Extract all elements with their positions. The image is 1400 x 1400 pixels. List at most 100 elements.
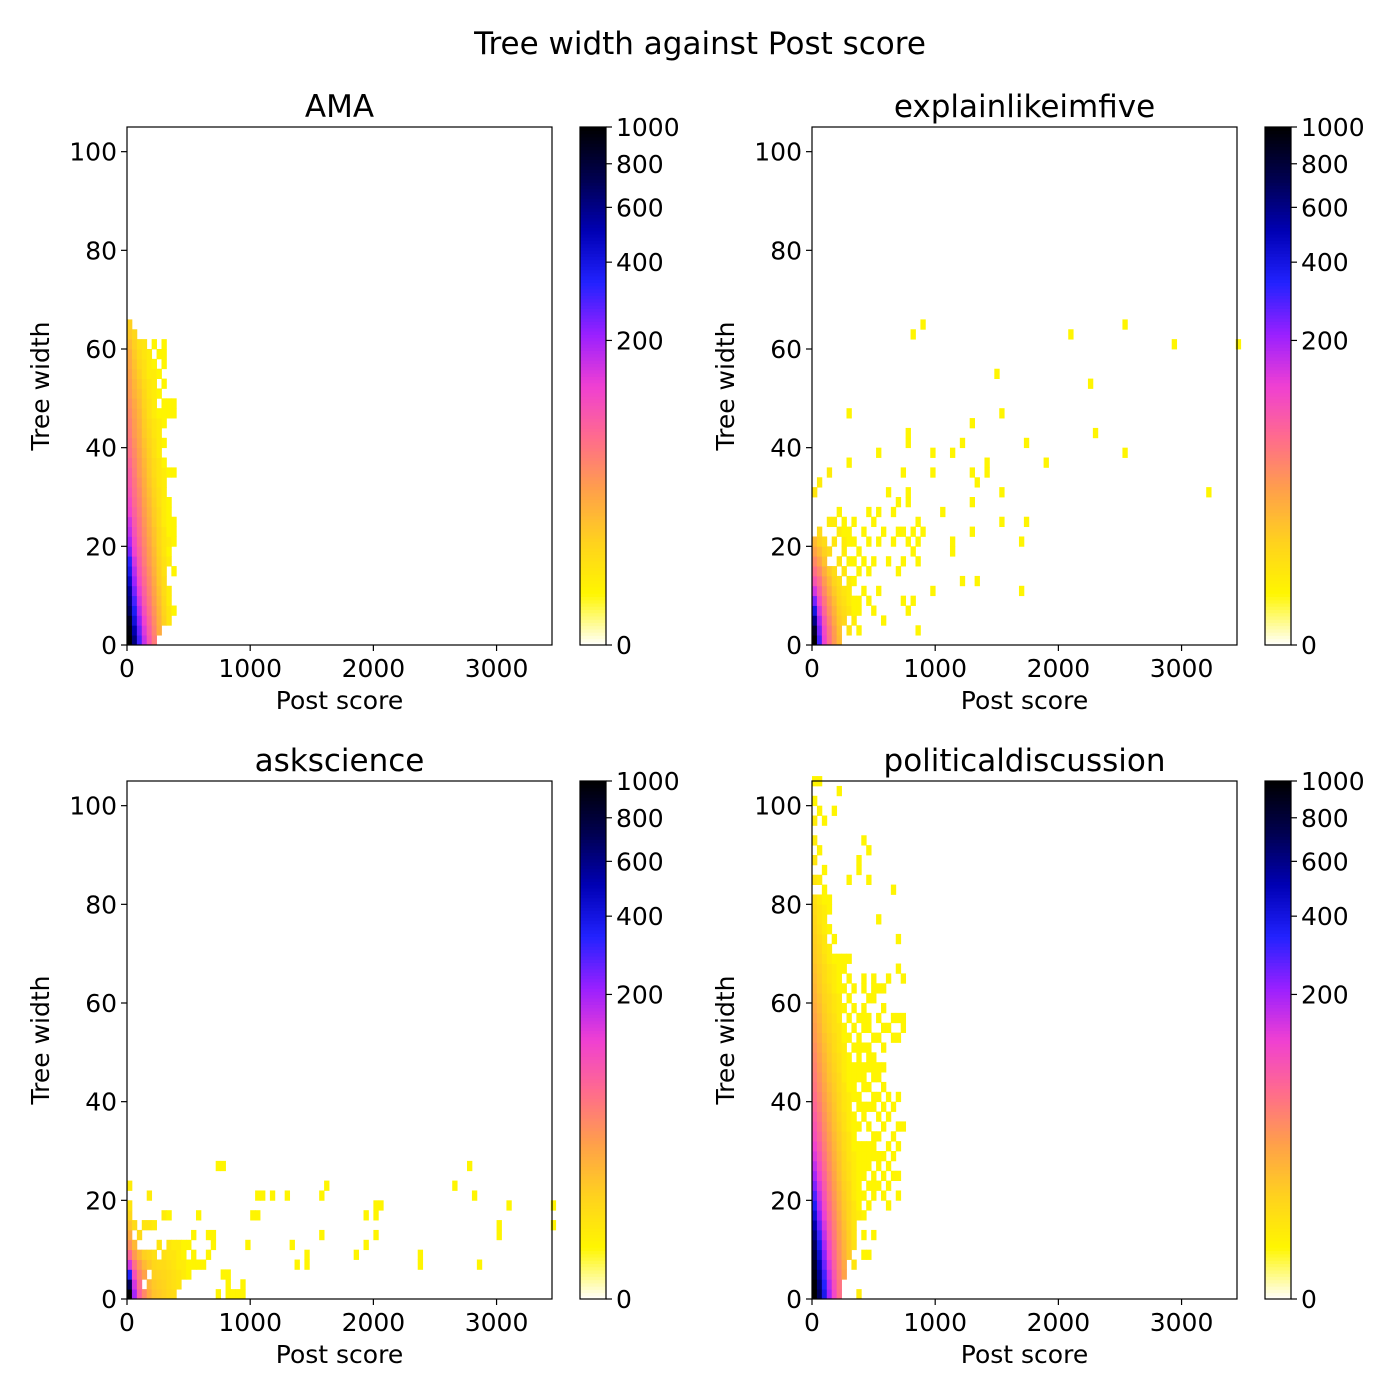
heatmap-cell <box>861 1141 867 1152</box>
heatmap-cell <box>876 1111 882 1122</box>
x-axis-label: Post score <box>276 1340 403 1369</box>
colorbar-segment <box>1265 515 1291 520</box>
colorbar-segment <box>1265 1140 1291 1145</box>
colorbar-segment <box>1265 894 1291 899</box>
colorbar-segment <box>1265 343 1291 348</box>
plot-frame <box>126 126 553 646</box>
colorbar-segment <box>1265 198 1291 203</box>
colorbar-segment <box>1265 211 1291 216</box>
heatmap-cell <box>821 933 828 945</box>
colorbar-segment <box>580 949 606 954</box>
colorbar-segment <box>1265 1240 1291 1245</box>
heatmap-cell <box>131 427 138 439</box>
x-tick-label: 0 <box>804 1308 820 1337</box>
heatmap-cell <box>880 615 887 626</box>
heatmap-cell <box>821 1259 828 1270</box>
heatmap-cell <box>831 516 838 527</box>
colorbar-segment <box>580 926 606 931</box>
colorbar-segment <box>580 848 606 853</box>
heatmap-cell <box>161 566 167 577</box>
heatmap-cell <box>812 924 818 935</box>
colorbar-segment <box>580 207 606 212</box>
colorbar-segment <box>580 363 606 368</box>
colorbar-segment <box>580 340 606 345</box>
heatmap-cell <box>127 388 133 399</box>
heatmap-cell <box>812 933 818 945</box>
heatmap-cell <box>131 1220 138 1231</box>
heatmap-cell <box>220 1160 226 1172</box>
colorbar-segment <box>580 149 606 154</box>
heatmap-cell <box>880 1121 887 1132</box>
heatmap-cell <box>895 933 902 945</box>
colorbar-segment <box>580 1072 606 1077</box>
heatmap-cell <box>812 1269 818 1280</box>
heatmap-cell <box>812 1151 818 1162</box>
heatmap-cell <box>831 566 838 577</box>
heatmap-cell <box>831 1121 838 1132</box>
heatmap-cell <box>836 526 842 537</box>
colorbar-segment <box>1265 136 1291 141</box>
heatmap-cell <box>836 993 842 1004</box>
colorbar-segment <box>1265 318 1291 322</box>
colorbar-segment <box>580 311 606 316</box>
colorbar-segment <box>580 1065 606 1070</box>
heatmap-cell <box>841 1200 847 1211</box>
heatmap-cell <box>156 1279 162 1290</box>
colorbar-segment <box>580 531 606 536</box>
heatmap-cell <box>826 605 833 616</box>
heatmap-cell <box>812 615 818 626</box>
y-tick-label: 20 <box>85 1186 117 1215</box>
heatmap-cell <box>171 1249 177 1260</box>
heatmap-cell <box>821 1151 828 1162</box>
heatmap-cell <box>151 1289 157 1300</box>
y-tick-label: 60 <box>770 335 802 364</box>
colorbar-segment <box>1265 816 1291 821</box>
heatmap-cell <box>131 585 138 597</box>
heatmap-cell <box>910 329 916 340</box>
colorbar-tick-label: 800 <box>616 804 664 833</box>
heatmap-cell <box>831 1170 838 1181</box>
heatmap-cell <box>816 1180 823 1191</box>
heatmap-cell <box>136 1269 143 1280</box>
colorbar-segment <box>580 518 606 523</box>
heatmap-cell <box>836 1239 842 1251</box>
colorbar-segment <box>580 330 606 335</box>
colorbar-segment <box>580 165 606 170</box>
colorbar-segment <box>1265 1273 1291 1277</box>
colorbar-segment <box>580 1133 606 1138</box>
heatmap-cell <box>812 1190 818 1201</box>
colorbar-segment <box>1265 1205 1291 1209</box>
heatmap-cell <box>836 1042 842 1053</box>
heatmap-cell <box>826 1279 833 1290</box>
colorbar-segment <box>1265 1234 1291 1239</box>
heatmap-cell <box>812 605 818 616</box>
colorbar-segment <box>1265 968 1291 973</box>
colorbar-segment <box>1265 214 1291 219</box>
colorbar-segment <box>580 806 606 811</box>
heatmap-cell <box>866 506 872 518</box>
heatmap-cell <box>831 963 838 974</box>
heatmap-cell <box>876 1180 882 1191</box>
heatmap-cell <box>141 635 148 646</box>
colorbar-segment <box>1265 509 1291 513</box>
heatmap-cell <box>816 1131 823 1142</box>
heatmap-cell <box>131 605 138 616</box>
colorbar-segment <box>580 512 606 517</box>
heatmap-cell <box>866 993 872 1004</box>
heatmap-cell <box>841 1081 847 1093</box>
heatmap-cell <box>127 536 133 547</box>
heatmap-cell <box>136 457 143 468</box>
y-tick-label: 60 <box>85 335 117 364</box>
colorbar-segment <box>580 1224 606 1229</box>
colorbar-tick-label: 1000 <box>616 113 680 142</box>
colorbar-segment <box>580 350 606 355</box>
colorbar-segment <box>1265 1282 1291 1287</box>
colorbar-segment <box>1265 988 1291 993</box>
heatmap-cell <box>161 575 167 587</box>
heatmap-cell <box>831 1101 838 1112</box>
colorbar-segment <box>580 965 606 970</box>
heatmap-cell <box>871 1180 877 1191</box>
heatmap-cell <box>141 358 148 370</box>
heatmap-cell <box>821 1111 828 1122</box>
heatmap-cell <box>812 556 818 567</box>
